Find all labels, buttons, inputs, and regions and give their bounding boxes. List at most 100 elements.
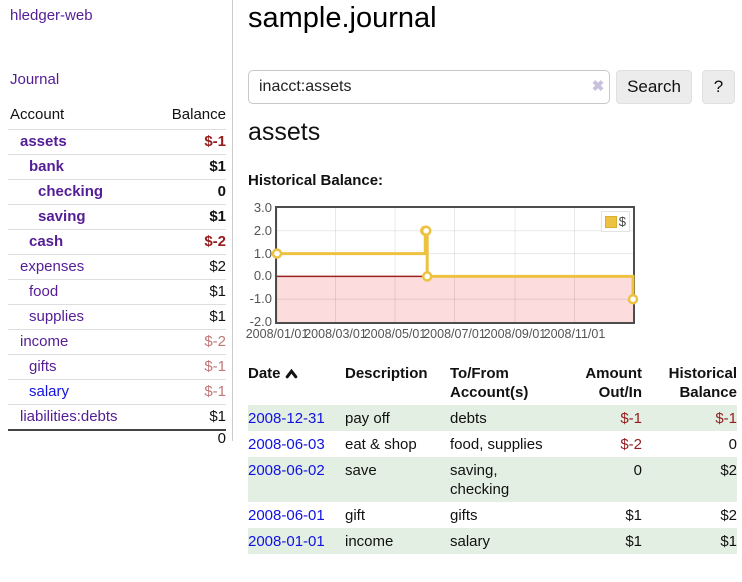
transaction-row: 2008-12-31 pay off debts $-1 $-1 [248, 405, 737, 431]
transaction-row: 2008-01-01 income salary $1 $1 [248, 528, 737, 554]
transaction-description: eat & shop [345, 436, 417, 453]
x-tick-label: 2008/11/01 [543, 327, 606, 341]
transaction-balance: $2 [720, 462, 737, 479]
account-link[interactable]: saving [38, 208, 86, 225]
transaction-amount: $-1 [620, 410, 642, 427]
account-link[interactable]: cash [29, 233, 64, 250]
account-row: bank $1 [8, 154, 226, 179]
transaction-row: 2008-06-03 eat & shop food, supplies $-2 0 [248, 431, 737, 457]
transaction-description: save [345, 462, 377, 479]
account-link[interactable]: income [20, 333, 69, 350]
search-button[interactable]: Search [616, 70, 692, 104]
account-heading: assets [248, 118, 321, 146]
account-row: assets $-1 [8, 129, 226, 154]
x-tick-label: 2008/03/01 [304, 327, 367, 341]
transaction-balance: $2 [720, 507, 737, 524]
transaction-amount: $1 [625, 507, 642, 524]
account-row: liabilities:debts $1 [8, 404, 226, 429]
account-row: gifts $-1 [8, 354, 226, 379]
account-column-header: Account [10, 106, 65, 123]
legend-label: $ [618, 214, 626, 229]
account-row: supplies $1 [8, 304, 226, 329]
account-balance-table: Account Balance assets $-1 bank $1 checking 0… [8, 103, 226, 447]
y-tick-label: 1.0 [253, 245, 272, 261]
transaction-balance: 0 [728, 436, 737, 453]
account-balance: $1 [209, 208, 226, 225]
column-header-date[interactable]: Date [248, 364, 345, 402]
account-row: income $-2 [8, 329, 226, 354]
register-body: 2008-12-31 pay off debts $-1 $-1 2008-06-03 ea… [248, 405, 737, 554]
y-tick-label: 3.0 [253, 200, 272, 215]
main-content: sample.journal ✖ Search ? assets Histori… [246, 0, 742, 582]
clear-search-icon[interactable]: ✖ [591, 78, 605, 95]
transaction-row: 2008-06-01 gift gifts $1 $2 [248, 502, 737, 528]
transaction-date-link[interactable]: 2008-12-31 [248, 410, 325, 427]
account-link[interactable]: expenses [20, 258, 85, 275]
account-link[interactable]: gifts [29, 358, 57, 375]
account-balance: $1 [209, 308, 226, 325]
account-link[interactable]: salary [29, 383, 70, 400]
account-link[interactable]: assets [20, 133, 67, 150]
account-link[interactable]: bank [29, 158, 65, 175]
account-row: saving $1 [8, 204, 226, 229]
column-header-amount: Amount Out/In [585, 365, 642, 401]
sidebar: hledger-web Journal Account Balance asse… [0, 0, 233, 447]
search-form: ✖ Search ? [248, 70, 742, 104]
transaction-row: 2008-06-02 save saving, checking 0 $2 [248, 457, 737, 502]
account-link[interactable]: food [29, 283, 59, 300]
search-input[interactable] [248, 70, 610, 104]
account-balance: $-2 [204, 333, 226, 350]
x-tick-label: 2008/09/01 [483, 327, 547, 341]
account-link[interactable]: liabilities:debts [20, 408, 118, 425]
transaction-accounts: gifts [450, 507, 478, 524]
x-tick-label: 2008/01/01 [245, 327, 309, 341]
transaction-date-link[interactable]: 2008-06-01 [248, 507, 325, 524]
account-balance: $2 [209, 258, 226, 275]
account-row: expenses $2 [8, 254, 226, 279]
y-tick-label: -1.0 [249, 291, 272, 307]
sidebar-item-journal[interactable]: Journal [10, 71, 60, 88]
column-header-description: Description [345, 365, 428, 382]
transaction-accounts: saving, checking [450, 462, 510, 498]
account-link[interactable]: checking [38, 183, 104, 200]
account-balance: $-1 [204, 133, 226, 150]
account-balance: $1 [209, 158, 226, 175]
sort-asc-icon [285, 368, 297, 379]
account-balance: $-2 [204, 233, 226, 250]
account-row: checking 0 [8, 179, 226, 204]
transaction-date-link[interactable]: 2008-01-01 [248, 533, 325, 550]
transaction-description: gift [345, 507, 366, 524]
y-tick-label: 0.0 [253, 268, 272, 284]
transaction-amount: $1 [625, 533, 642, 550]
account-balance: $1 [209, 283, 226, 300]
account-total-row: 0 [8, 429, 226, 447]
transaction-balance: $-1 [715, 410, 737, 427]
account-row: salary $-1 [8, 379, 226, 404]
chart-plot-area: $ [271, 206, 639, 324]
x-tick-label: 2008/07/01 [423, 327, 486, 341]
account-balance: 0 [217, 183, 226, 200]
transaction-amount: $-2 [620, 436, 642, 453]
register-table: Date Description To/From Account(s) Amou… [248, 360, 737, 554]
balance-column-header: Balance [171, 106, 226, 123]
transaction-date-link[interactable]: 2008-06-02 [248, 462, 325, 479]
transaction-date-link[interactable]: 2008-06-03 [248, 436, 325, 453]
help-button[interactable]: ? [702, 70, 735, 104]
transaction-amount: 0 [633, 462, 642, 479]
column-header-balance: Historical Balance [668, 365, 737, 401]
transaction-balance: $1 [720, 533, 737, 550]
app-title-link[interactable]: hledger-web [10, 7, 93, 24]
transaction-description: income [345, 533, 394, 550]
transaction-accounts: salary [450, 533, 491, 550]
column-header-accounts: To/From Account(s) [450, 365, 529, 401]
account-tree: assets $-1 bank $1 checking 0 saving $1 cash $-2 e… [8, 129, 226, 429]
account-balance: $-1 [204, 383, 226, 400]
transaction-description: pay off [345, 410, 390, 427]
chart-canvas [271, 208, 639, 322]
register-header: Date Description To/From Account(s) Amou… [248, 360, 737, 405]
account-link[interactable]: supplies [29, 308, 85, 325]
historical-balance-chart: $ 3.0 2.0 1.0 0.0 -1.0 -2.0 2008/01/01 2008/03… [246, 200, 742, 345]
chart-title: Historical Balance: [248, 172, 384, 189]
chart-legend: $ [600, 211, 630, 232]
page-title: sample.journal [248, 2, 437, 34]
